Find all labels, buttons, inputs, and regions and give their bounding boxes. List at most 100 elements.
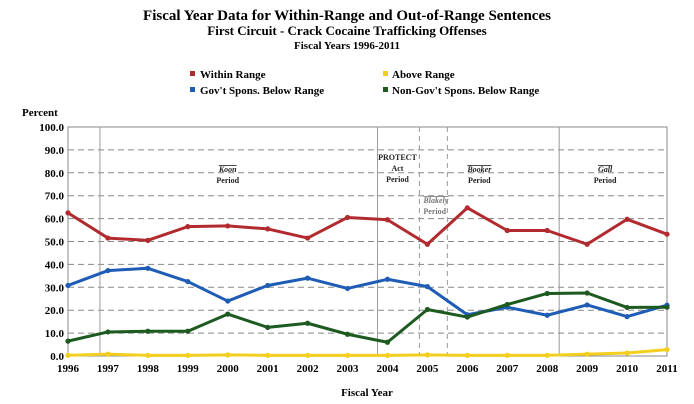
- data-point: [344, 214, 351, 221]
- series-line: [67, 206, 668, 246]
- data-point: [424, 284, 430, 290]
- legend-swatch-within-range: [190, 71, 195, 76]
- data-point: [664, 231, 670, 237]
- data-point: [145, 352, 151, 358]
- data-point: [225, 298, 231, 304]
- data-point: [384, 339, 391, 345]
- data-point: [504, 227, 510, 234]
- y-tick-label: 10.0: [45, 328, 65, 340]
- legend-swatch-nongov-below-range: [383, 87, 388, 92]
- data-point: [544, 352, 550, 358]
- y-tick-label: 60.0: [45, 214, 65, 226]
- x-tick-label: 2001: [257, 363, 279, 375]
- series-line: [67, 348, 668, 357]
- data-point: [584, 241, 590, 247]
- x-axis-label: Fiscal Year: [341, 387, 393, 399]
- data-point: [105, 351, 111, 357]
- data-point: [185, 278, 191, 285]
- data-point: [105, 235, 111, 241]
- data-point: [584, 290, 590, 296]
- series-line: [67, 266, 668, 319]
- data-point: [464, 314, 470, 320]
- y-tick-label: 20.0: [45, 305, 65, 317]
- period-label: Period: [216, 176, 239, 185]
- period-label: Period: [468, 176, 491, 185]
- data-point: [105, 267, 111, 274]
- period-label: Period: [594, 176, 617, 185]
- data-point: [265, 282, 271, 289]
- data-point: [384, 276, 391, 282]
- data-point: [185, 352, 191, 358]
- data-point: [424, 352, 430, 358]
- x-tick-label: 1999: [177, 363, 200, 375]
- data-point: [305, 352, 311, 358]
- y-tick-label: 70.0: [45, 191, 65, 203]
- x-tick-label: 2007: [496, 363, 519, 375]
- y-axis-label: Percent: [22, 107, 58, 119]
- data-point: [384, 217, 391, 223]
- data-point: [344, 352, 351, 358]
- data-point: [265, 324, 271, 330]
- legend-label-gov-below-range: Gov't Spons. Below Range: [200, 85, 324, 97]
- x-tick-label: 2011: [656, 363, 677, 375]
- period-label: Koon: [218, 165, 237, 174]
- plot-area: 0.0 10.0 20.0 30.0 40.0 50.0 60.0 70.0 80.0 90.0 1…: [39, 122, 677, 375]
- y-tick-label: 40.0: [45, 259, 65, 271]
- data-point: [305, 235, 311, 241]
- y-tick-label: 90.0: [45, 145, 65, 157]
- data-point: [664, 304, 670, 310]
- x-tick-label: 2006: [456, 363, 479, 375]
- y-tick-label: 80.0: [45, 168, 65, 180]
- x-tick-label: 2000: [217, 363, 240, 375]
- data-point: [344, 285, 351, 292]
- data-point: [265, 352, 271, 358]
- y-tick-label: 0.0: [50, 351, 64, 363]
- period-label: Period: [386, 175, 409, 184]
- period-label: Booker: [466, 165, 492, 174]
- period-label: PROTECT: [378, 153, 417, 162]
- data-point: [624, 304, 630, 311]
- x-tick-label: 2005: [416, 363, 439, 375]
- data-point: [424, 306, 430, 313]
- data-point: [584, 302, 590, 308]
- x-tick-label: 1997: [97, 363, 120, 375]
- legend-label-above-range: Above Range: [392, 69, 455, 81]
- legend-label-nongov-below-range: Non-Gov't Spons. Below Range: [392, 85, 539, 97]
- x-tick-label: 2003: [337, 363, 360, 375]
- data-point: [105, 329, 111, 335]
- data-point: [664, 346, 670, 353]
- legend-label-within-range: Within Range: [200, 69, 266, 81]
- period-label: Gall: [598, 165, 613, 174]
- data-point: [145, 237, 151, 243]
- period-label: Period: [423, 207, 446, 216]
- x-tick-label: 1998: [137, 363, 160, 375]
- data-point: [225, 223, 231, 229]
- period-label: Blakely: [422, 196, 448, 205]
- data-point: [544, 227, 550, 234]
- data-point: [584, 351, 590, 357]
- data-point: [185, 328, 191, 334]
- y-tick-label: 30.0: [45, 282, 65, 294]
- x-tick-label: 2009: [576, 363, 599, 375]
- data-point: [185, 224, 191, 230]
- y-tick-label: 100.0: [39, 122, 64, 134]
- data-point: [225, 311, 231, 317]
- series-line: [67, 291, 668, 344]
- legend: Within Range Above Range Gov't Spons. Be…: [190, 69, 539, 97]
- chart-title: Fiscal Year Data for Within-Range and Ou…: [143, 8, 551, 24]
- data-point: [225, 352, 231, 358]
- data-point: [504, 301, 510, 308]
- data-point: [624, 216, 630, 222]
- data-point: [265, 226, 271, 232]
- plot-frame: [67, 126, 668, 357]
- legend-swatch-above-range: [383, 71, 388, 76]
- data-point: [65, 352, 71, 358]
- data-point: [65, 210, 71, 216]
- data-point: [624, 350, 630, 356]
- data-point: [544, 290, 550, 297]
- data-point: [464, 205, 470, 211]
- legend-swatch-gov-below-range: [190, 87, 195, 92]
- data-point: [464, 352, 470, 358]
- chart-subtitle-years: Fiscal Years 1996-2011: [294, 40, 400, 52]
